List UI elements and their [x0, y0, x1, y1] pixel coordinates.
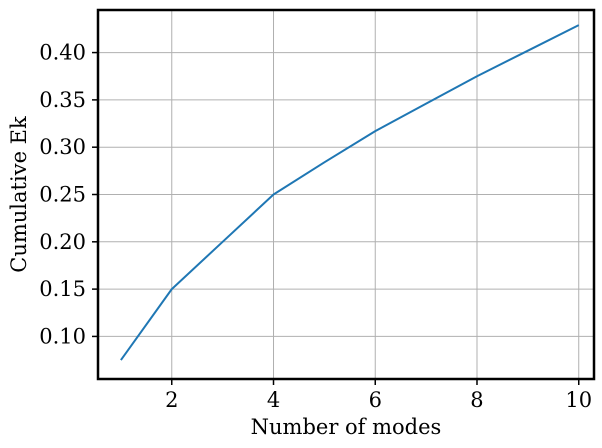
y-tick-label-5: 0.35	[39, 88, 86, 112]
series-layer	[120, 24, 580, 361]
y-tick-label-2: 0.20	[39, 230, 86, 254]
x-axis-label: Number of modes	[251, 415, 442, 439]
x-tick-label-4: 10	[565, 388, 592, 412]
x-tick-label-3: 8	[470, 388, 483, 412]
series-line-0	[120, 24, 580, 361]
y-tick-label-4: 0.30	[39, 135, 86, 159]
x-tick-label-1: 4	[267, 388, 280, 412]
grid-lines	[98, 10, 594, 379]
y-axis-label: Cumulative Ek	[7, 116, 31, 273]
y-axis-ticks: 0.10 0.15 0.20 0.25 0.30 0.35 0.40	[39, 41, 98, 348]
x-tick-label-2: 6	[369, 388, 382, 412]
x-tick-label-0: 2	[165, 388, 178, 412]
y-tick-label-3: 0.25	[39, 183, 86, 207]
x-axis-ticks: 2 4 6 8 10	[165, 379, 592, 412]
y-tick-label-6: 0.40	[39, 41, 86, 65]
y-tick-label-0: 0.10	[39, 324, 86, 348]
y-tick-label-1: 0.15	[39, 277, 86, 301]
